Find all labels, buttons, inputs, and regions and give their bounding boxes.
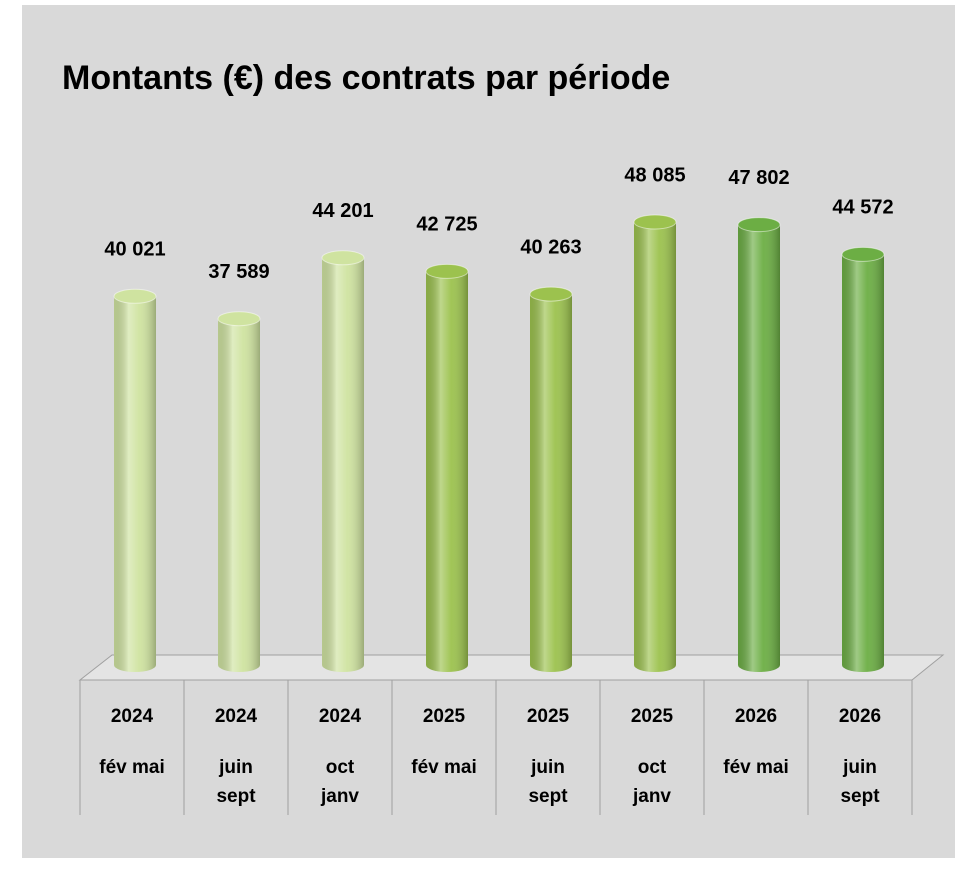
bar-shade bbox=[738, 224, 780, 665]
x-tick-sublabel: sept bbox=[216, 786, 256, 807]
chart-background bbox=[22, 5, 955, 858]
x-tick-sublabel: oct bbox=[638, 757, 667, 778]
x-tick-sublabel: oct bbox=[326, 757, 355, 778]
floor bbox=[78, 654, 945, 681]
x-tick-sublabel: fév mai bbox=[99, 757, 164, 778]
data-label: 37 589 bbox=[208, 261, 269, 283]
x-tick-label: 2024 bbox=[111, 706, 154, 727]
bar-top bbox=[217, 311, 261, 327]
x-tick-label: 2026 bbox=[735, 706, 777, 727]
data-label: 40 263 bbox=[520, 236, 581, 258]
data-label: 40 021 bbox=[104, 239, 165, 261]
bar-top bbox=[529, 286, 573, 302]
x-tick-sublabel: janv bbox=[320, 786, 359, 807]
x-tick-sublabel: juin bbox=[842, 757, 877, 778]
bar-shade bbox=[218, 318, 260, 665]
x-tick-sublabel: juin bbox=[218, 757, 253, 778]
data-label: 48 085 bbox=[624, 164, 685, 186]
x-tick-sublabel: fév mai bbox=[411, 757, 476, 778]
x-tick-sublabel: fév mai bbox=[723, 757, 788, 778]
bar-top bbox=[113, 288, 157, 304]
data-label: 42 725 bbox=[416, 214, 477, 236]
bar-shade bbox=[842, 254, 884, 665]
bar-top bbox=[633, 214, 677, 230]
bar-top bbox=[321, 250, 365, 266]
bar-shade bbox=[634, 222, 676, 665]
x-tick-label: 2024 bbox=[215, 706, 258, 727]
bar-top bbox=[425, 263, 469, 279]
x-tick-sublabel: janv bbox=[632, 786, 671, 807]
x-tick-label: 2024 bbox=[319, 706, 362, 727]
chart-title: Montants (€) des contrats par période bbox=[62, 59, 670, 97]
bar-top bbox=[841, 246, 885, 262]
data-label: 44 572 bbox=[832, 197, 893, 219]
bar-shade bbox=[530, 294, 572, 665]
bar-shade bbox=[426, 271, 468, 665]
x-tick-sublabel: sept bbox=[840, 786, 880, 807]
x-tick-label: 2026 bbox=[839, 706, 881, 727]
x-tick-label: 2025 bbox=[631, 706, 674, 727]
x-tick-sublabel: sept bbox=[528, 786, 568, 807]
bar-shade bbox=[322, 257, 364, 665]
data-label: 44 201 bbox=[312, 200, 373, 222]
bar-top bbox=[737, 217, 781, 233]
x-tick-label: 2025 bbox=[423, 706, 466, 727]
bar-shade bbox=[114, 296, 156, 665]
data-label: 47 802 bbox=[728, 167, 789, 189]
x-tick-label: 2025 bbox=[527, 706, 570, 727]
x-tick-sublabel: juin bbox=[530, 757, 565, 778]
